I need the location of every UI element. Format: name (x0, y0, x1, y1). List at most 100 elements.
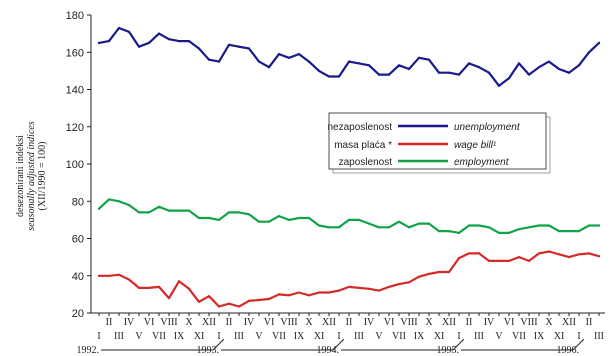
x-tick-label: XI (554, 331, 565, 342)
data-point-1 (567, 256, 571, 259)
data-point-2 (137, 211, 141, 214)
x-tick-label: VIII (400, 317, 417, 328)
data-point-0 (157, 32, 161, 35)
y-axis-title: desezonirani indeksi seasonally adjusted… (15, 121, 48, 231)
data-point-0 (127, 30, 131, 33)
data-point-1 (547, 250, 551, 253)
data-point-1 (157, 285, 161, 288)
data-point-0 (187, 40, 191, 43)
x-tick-label: XI (314, 331, 325, 342)
y-tick-label: 60 (72, 234, 84, 246)
x-tick-label: III (354, 331, 364, 342)
data-point-1 (227, 302, 231, 305)
data-point-1 (457, 257, 461, 260)
data-point-2 (527, 226, 531, 229)
x-tick-label: IX (174, 331, 185, 342)
data-point-0 (287, 56, 291, 59)
data-point-1 (237, 305, 241, 308)
data-point-0 (527, 73, 531, 76)
year-slash (212, 338, 225, 351)
data-point-2 (217, 218, 221, 221)
data-point-2 (397, 220, 401, 223)
data-point-0 (397, 64, 401, 67)
data-point-0 (437, 71, 441, 74)
year-label: 1994. (317, 345, 340, 356)
legend-label-en: wage bill¹ (454, 140, 497, 151)
data-point-0 (447, 71, 451, 74)
data-point-1 (377, 289, 381, 292)
y-axis-title-line-2: seasonally adjusted indices (26, 121, 37, 231)
x-tick-label: VI (144, 317, 155, 328)
series-line-0 (97, 26, 601, 87)
data-point-0 (407, 67, 411, 71)
data-point-2 (197, 216, 201, 220)
year-label: 1996. (557, 345, 580, 356)
data-point-1 (137, 286, 141, 289)
x-tick-label: VII (272, 331, 286, 342)
data-point-0 (237, 45, 241, 48)
data-point-1 (577, 253, 581, 256)
data-point-2 (307, 216, 311, 220)
data-point-1 (437, 270, 441, 274)
x-tick-label: I (577, 331, 580, 342)
series-layer (97, 26, 601, 308)
x-tick-label: IV (484, 317, 495, 328)
x-tick-label: X (305, 317, 313, 328)
data-point-2 (157, 205, 161, 208)
year-label-group: 1994. (317, 338, 465, 356)
data-point-2 (387, 226, 391, 229)
data-point-2 (257, 220, 261, 223)
data-point-0 (487, 71, 491, 74)
data-point-2 (447, 230, 451, 233)
data-point-2 (517, 228, 521, 231)
data-point-2 (317, 224, 321, 227)
data-point-2 (237, 211, 241, 214)
data-point-1 (367, 287, 371, 290)
data-point-1 (597, 255, 601, 258)
y-tick-label: 180 (66, 10, 84, 22)
data-point-1 (347, 285, 351, 288)
data-point-2 (557, 230, 561, 233)
data-point-0 (277, 53, 281, 56)
data-point-2 (227, 211, 231, 214)
x-tick-label: III (234, 331, 244, 342)
data-point-2 (537, 224, 541, 227)
x-tick-label: V (495, 331, 503, 342)
data-point-1 (587, 252, 591, 255)
data-point-2 (247, 213, 251, 216)
data-point-0 (417, 56, 421, 59)
data-point-1 (447, 270, 451, 274)
data-point-2 (357, 218, 361, 221)
year-slash (572, 338, 585, 351)
data-point-1 (267, 297, 271, 301)
x-tick-label: IV (124, 317, 135, 328)
x-tick-label: V (135, 331, 143, 342)
data-point-0 (367, 64, 371, 67)
data-point-2 (277, 215, 281, 218)
data-point-2 (117, 200, 121, 203)
data-point-0 (587, 51, 591, 54)
data-point-1 (307, 294, 311, 297)
data-point-2 (477, 224, 481, 227)
y-axis: 20 40 60 80 100 120 140 160 180 (66, 10, 91, 320)
x-tick-label: V (375, 331, 383, 342)
data-point-1 (197, 300, 201, 303)
data-point-1 (287, 294, 291, 297)
data-point-1 (487, 259, 491, 262)
data-point-0 (147, 41, 151, 45)
data-point-0 (267, 66, 271, 69)
x-tick-label: I (337, 331, 340, 342)
x-tick-label: II (346, 317, 353, 328)
data-point-0 (137, 45, 141, 48)
data-point-2 (427, 222, 431, 225)
x-tick-label: I (457, 331, 460, 342)
data-point-2 (147, 211, 151, 214)
data-point-0 (427, 58, 431, 61)
x-tick-label: III (594, 331, 604, 342)
data-point-2 (327, 226, 331, 229)
data-point-2 (457, 231, 461, 234)
data-point-0 (247, 47, 251, 50)
data-point-1 (327, 291, 331, 294)
x-tick-label: VIII (520, 317, 537, 328)
